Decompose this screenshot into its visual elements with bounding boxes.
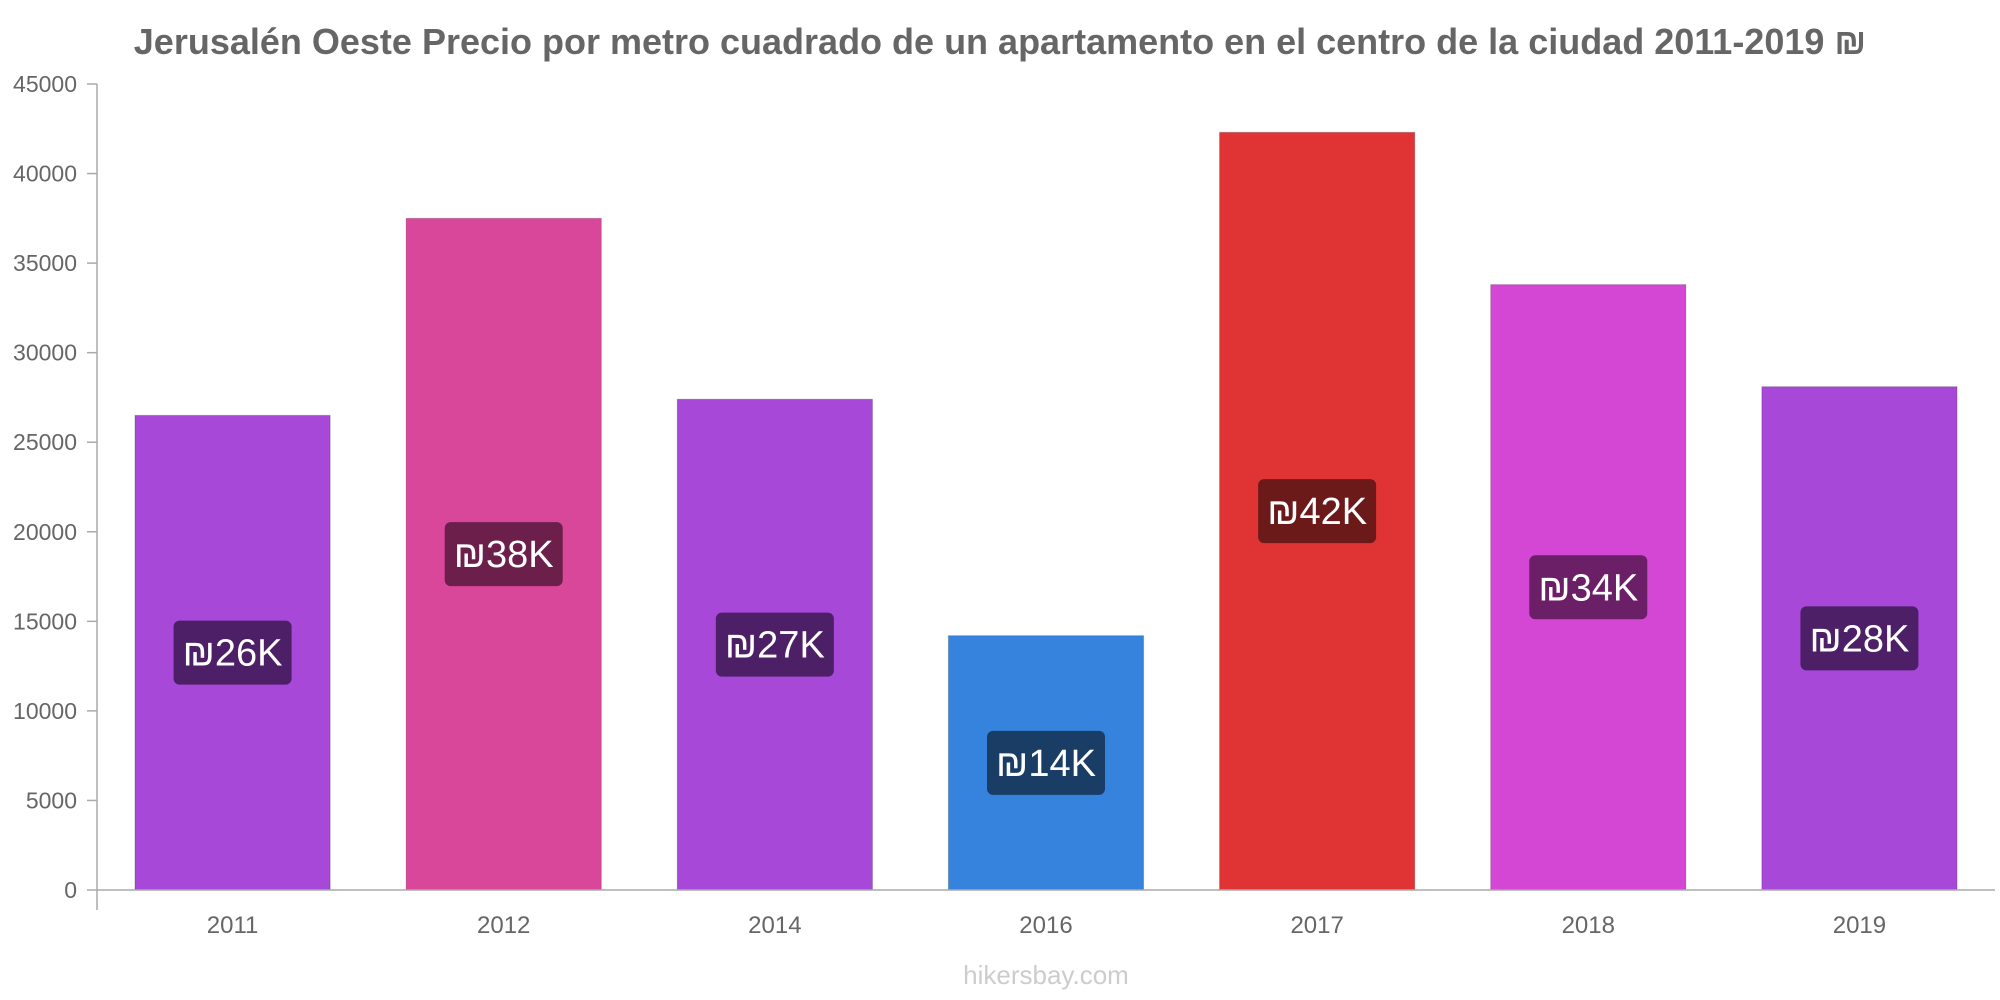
- data-label-box-2011: [173, 620, 292, 685]
- data-label-2017: ₪42K: [1267, 491, 1367, 533]
- y-tick-label: 45000: [13, 71, 77, 97]
- y-tick-label: 0: [64, 877, 77, 903]
- chart-title: Jerusalén Oeste Precio por metro cuadrad…: [134, 21, 1866, 62]
- watermark: hikersbay.com: [963, 960, 1129, 990]
- x-tick-label-2016: 2016: [1019, 912, 1072, 939]
- y-tick-label: 30000: [13, 340, 77, 366]
- data-label-2016: ₪14K: [996, 743, 1096, 785]
- y-tick-label: 20000: [13, 519, 77, 545]
- x-axis: 2011 2012 2014 2016 2017 2018 2019: [97, 889, 1995, 939]
- y-tick-label: 10000: [13, 698, 77, 724]
- bars: ₪26K ₪38K ₪27K ₪14K ₪42K ₪34K ₪28K: [134, 131, 1958, 891]
- data-label-box-2018: [1529, 555, 1648, 620]
- y-tick-label: 5000: [26, 787, 77, 813]
- data-label-box-2014: [715, 612, 834, 677]
- data-label-2014: ₪27K: [725, 625, 825, 667]
- x-tick-label-2014: 2014: [748, 912, 801, 939]
- data-label-box-2012: [444, 522, 563, 587]
- y-axis: 0 5000 10000 15000 20000 25000 30000 35000 40000…: [13, 71, 98, 910]
- data-label-box-2016: [987, 730, 1105, 795]
- y-tick-label: 25000: [13, 429, 77, 455]
- data-label-2019: ₪28K: [1809, 618, 1909, 660]
- x-tick-label-2017: 2017: [1290, 912, 1343, 939]
- x-tick-label-2011: 2011: [207, 912, 259, 939]
- x-tick-label-2018: 2018: [1562, 912, 1615, 939]
- data-label-2018: ₪34K: [1538, 567, 1638, 609]
- data-label-box-2019: [1800, 606, 1919, 671]
- data-label-2012: ₪38K: [454, 534, 554, 576]
- y-tick-label: 15000: [13, 608, 77, 634]
- data-label-box-2017: [1258, 479, 1377, 544]
- x-tick-label-2012: 2012: [477, 912, 530, 939]
- x-tick-label-2019: 2019: [1833, 912, 1886, 939]
- y-tick-label: 35000: [13, 250, 77, 276]
- y-tick-label: 40000: [13, 161, 77, 187]
- data-label-2011: ₪26K: [183, 633, 283, 675]
